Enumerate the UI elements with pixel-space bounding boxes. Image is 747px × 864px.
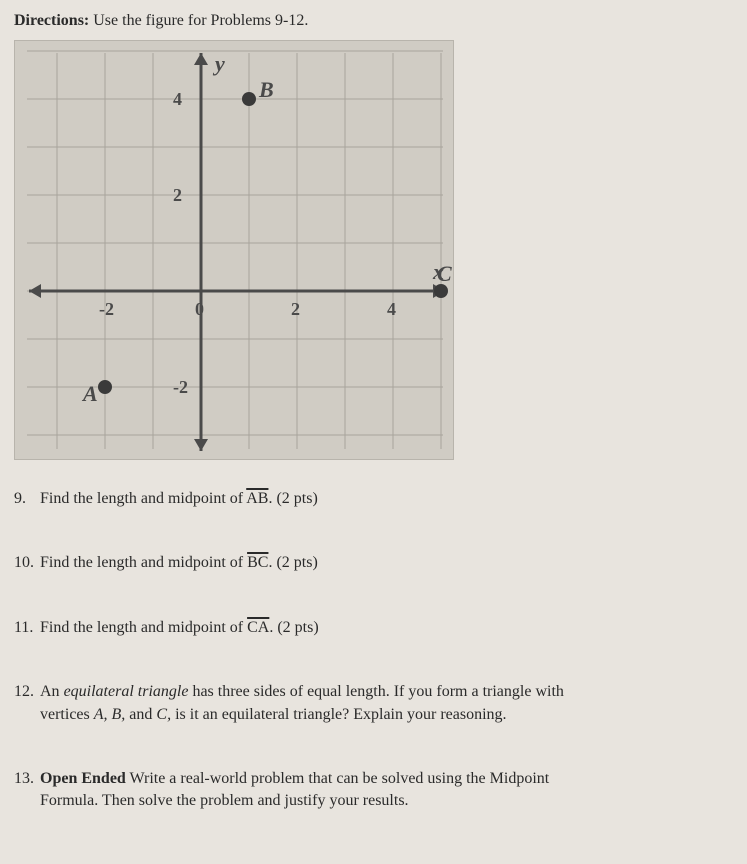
svg-text:2: 2	[291, 299, 300, 319]
svg-text:y: y	[212, 51, 225, 76]
svg-text:C: C	[437, 261, 452, 286]
q11-text-a: Find the length and midpoint of	[40, 619, 247, 636]
q10-segment: BC	[247, 554, 268, 571]
q13-bold: Open Ended	[40, 770, 126, 787]
coordinate-figure: -2024-224yxABC	[14, 40, 454, 460]
q12-text-c: vertices	[40, 706, 94, 723]
q12-line2: vertices A, B, and C, is it an equilater…	[14, 704, 733, 726]
directions: Directions: Use the figure for Problems …	[14, 12, 733, 30]
q11-num: 11.	[14, 617, 40, 639]
question-9: 9.Find the length and midpoint of AB. (2…	[14, 488, 733, 510]
q9-text-b: . (2 pts)	[268, 490, 317, 507]
q12-text-e: is it an equilateral triangle? Explain y…	[171, 706, 506, 723]
q9-segment: AB	[246, 490, 268, 507]
questions-block: 9.Find the length and midpoint of AB. (2…	[14, 488, 733, 813]
svg-text:4: 4	[173, 89, 182, 109]
svg-text:4: 4	[387, 299, 396, 319]
grid-svg: -2024-224yxABC	[15, 41, 455, 461]
svg-text:-2: -2	[99, 299, 114, 319]
question-12: 12.An equilateral triangle has three sid…	[14, 681, 733, 726]
q12-ital: equilateral triangle	[64, 683, 189, 700]
q11-segment: CA	[247, 619, 269, 636]
q12-text-a: An	[40, 683, 64, 700]
q9-text-a: Find the length and midpoint of	[40, 490, 246, 507]
q13-text-a: Write a real-world problem that can be s…	[126, 770, 549, 787]
q13-line2: Formula. Then solve the problem and just…	[14, 790, 733, 812]
directions-text: Use the figure for Problems 9-12.	[93, 12, 308, 29]
q12-num: 12.	[14, 681, 40, 703]
q10-text-b: . (2 pts)	[268, 554, 317, 571]
question-11: 11.Find the length and midpoint of CA. (…	[14, 617, 733, 639]
q12-ital-c: C,	[156, 706, 171, 723]
svg-text:A: A	[81, 381, 98, 406]
q11-text-b: . (2 pts)	[269, 619, 318, 636]
q10-num: 10.	[14, 552, 40, 574]
question-10: 10.Find the length and midpoint of BC. (…	[14, 552, 733, 574]
question-13: 13.Open Ended Write a real-world problem…	[14, 768, 733, 813]
directions-label: Directions:	[14, 12, 89, 29]
q13-text-b: Formula. Then solve the problem and just…	[40, 792, 409, 809]
q12-ital-a: A, B,	[94, 706, 126, 723]
svg-text:2: 2	[173, 185, 182, 205]
svg-text:0: 0	[195, 299, 204, 319]
q9-num: 9.	[14, 488, 40, 510]
svg-text:B: B	[258, 77, 274, 102]
q10-text-a: Find the length and midpoint of	[40, 554, 247, 571]
q13-num: 13.	[14, 768, 40, 790]
q12-text-b: has three sides of equal length. If you …	[188, 683, 563, 700]
q12-text-d: and	[125, 706, 156, 723]
svg-text:-2: -2	[173, 377, 188, 397]
